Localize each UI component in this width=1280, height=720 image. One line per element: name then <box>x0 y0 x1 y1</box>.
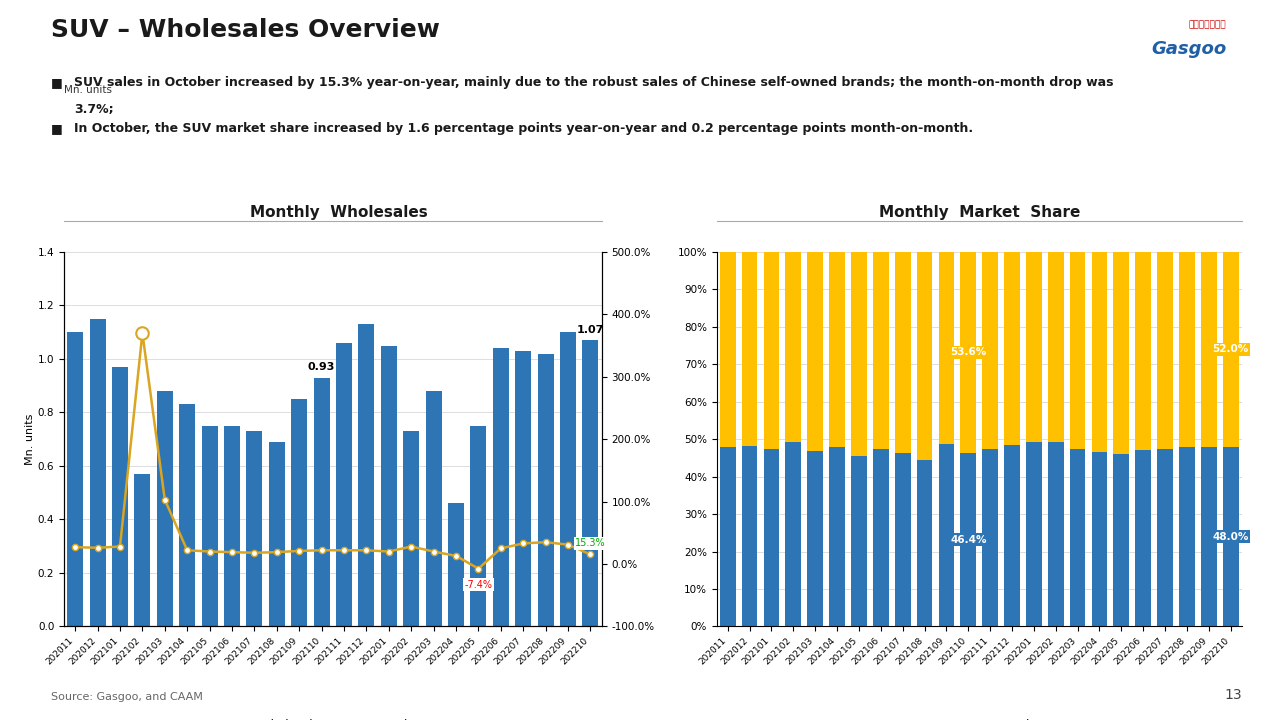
Bar <box>224 426 241 626</box>
Text: 52.0%: 52.0% <box>1212 344 1249 354</box>
Bar <box>916 460 932 626</box>
Bar <box>1027 252 1042 442</box>
Bar <box>719 447 736 626</box>
Bar <box>982 449 998 626</box>
Bar <box>1179 446 1194 626</box>
Text: Gasgoo: Gasgoo <box>1151 40 1226 58</box>
Bar <box>1222 446 1239 626</box>
Bar <box>201 426 218 626</box>
Bar <box>380 346 397 626</box>
Bar <box>960 252 977 453</box>
Bar <box>1027 442 1042 626</box>
Bar <box>873 252 888 449</box>
Bar <box>1179 252 1194 446</box>
Text: SUV – Wholesales Overview: SUV – Wholesales Overview <box>51 18 440 42</box>
Bar <box>916 252 932 460</box>
Bar <box>764 449 780 626</box>
Text: 0.93: 0.93 <box>308 362 335 372</box>
Text: 盖世汽车研究院: 盖世汽车研究院 <box>1189 20 1226 29</box>
Bar <box>873 449 888 626</box>
Bar <box>179 405 196 626</box>
Text: 3.7%;: 3.7%; <box>74 103 114 116</box>
Text: 15.3%: 15.3% <box>575 539 605 548</box>
Bar <box>156 391 173 626</box>
Bar <box>938 252 955 444</box>
Text: SUV sales in October increased by 15.3% year-on-year, mainly due to the robust s: SUV sales in October increased by 15.3% … <box>74 76 1114 89</box>
Text: 13: 13 <box>1224 688 1242 702</box>
Bar <box>1114 252 1129 454</box>
Bar <box>582 341 599 626</box>
Bar <box>111 367 128 626</box>
Bar <box>895 252 910 453</box>
Bar <box>1048 252 1064 442</box>
Bar <box>808 451 823 626</box>
Bar <box>1201 252 1217 446</box>
Bar <box>1048 442 1064 626</box>
Y-axis label: Mn. units: Mn. units <box>24 413 35 465</box>
Text: 1.07: 1.07 <box>577 325 604 335</box>
Bar <box>1092 452 1107 626</box>
Bar <box>269 442 285 626</box>
Bar <box>425 391 442 626</box>
Bar <box>314 378 330 626</box>
Text: Source: Gasgoo, and CAAM: Source: Gasgoo, and CAAM <box>51 692 204 702</box>
Bar <box>67 332 83 626</box>
Bar <box>808 252 823 451</box>
Bar <box>559 332 576 626</box>
Bar <box>1135 451 1151 626</box>
Bar <box>335 343 352 626</box>
Bar <box>741 252 758 446</box>
Text: 48.0%: 48.0% <box>1212 531 1249 541</box>
Text: In October, the SUV market share increased by 1.6 percentage points year-on-year: In October, the SUV market share increas… <box>74 122 973 135</box>
Text: 46.4%: 46.4% <box>950 534 987 544</box>
Bar <box>895 453 910 626</box>
Bar <box>538 354 554 626</box>
Bar <box>1201 446 1217 626</box>
Text: Monthly  Wholesales: Monthly Wholesales <box>251 204 428 220</box>
Text: -7.4%: -7.4% <box>465 580 493 590</box>
Bar <box>134 474 151 626</box>
Bar <box>851 252 867 456</box>
Bar <box>470 426 486 626</box>
Text: 53.6%: 53.6% <box>950 347 987 357</box>
Bar <box>960 453 977 626</box>
Bar <box>1092 252 1107 452</box>
Bar <box>291 399 307 626</box>
Bar <box>786 252 801 442</box>
Legend: Wholesales, YoY change: Wholesales, YoY change <box>220 715 445 720</box>
Bar <box>246 431 262 626</box>
Bar <box>1157 252 1172 449</box>
Text: ■: ■ <box>51 122 63 135</box>
Bar <box>1070 252 1085 449</box>
Text: Mn. units: Mn. units <box>64 85 113 95</box>
Bar <box>448 503 465 626</box>
Bar <box>719 252 736 447</box>
Bar <box>829 446 845 626</box>
Bar <box>1222 252 1239 446</box>
Bar <box>1004 252 1020 445</box>
Bar <box>1157 449 1172 626</box>
Text: ■: ■ <box>51 76 63 89</box>
Bar <box>938 444 955 626</box>
Bar <box>493 348 509 626</box>
Bar <box>741 446 758 626</box>
Bar <box>403 431 420 626</box>
Bar <box>982 252 998 449</box>
Bar <box>764 252 780 449</box>
Bar <box>515 351 531 626</box>
Bar <box>851 456 867 626</box>
Bar <box>786 442 801 626</box>
Bar <box>1070 449 1085 626</box>
Bar <box>1004 445 1020 626</box>
Bar <box>829 252 845 446</box>
Legend: SUV, Others: SUV, Others <box>901 715 1057 720</box>
Bar <box>358 324 375 626</box>
Bar <box>1135 252 1151 451</box>
Text: Monthly  Market  Share: Monthly Market Share <box>878 204 1080 220</box>
Bar <box>90 319 106 626</box>
Bar <box>1114 454 1129 626</box>
